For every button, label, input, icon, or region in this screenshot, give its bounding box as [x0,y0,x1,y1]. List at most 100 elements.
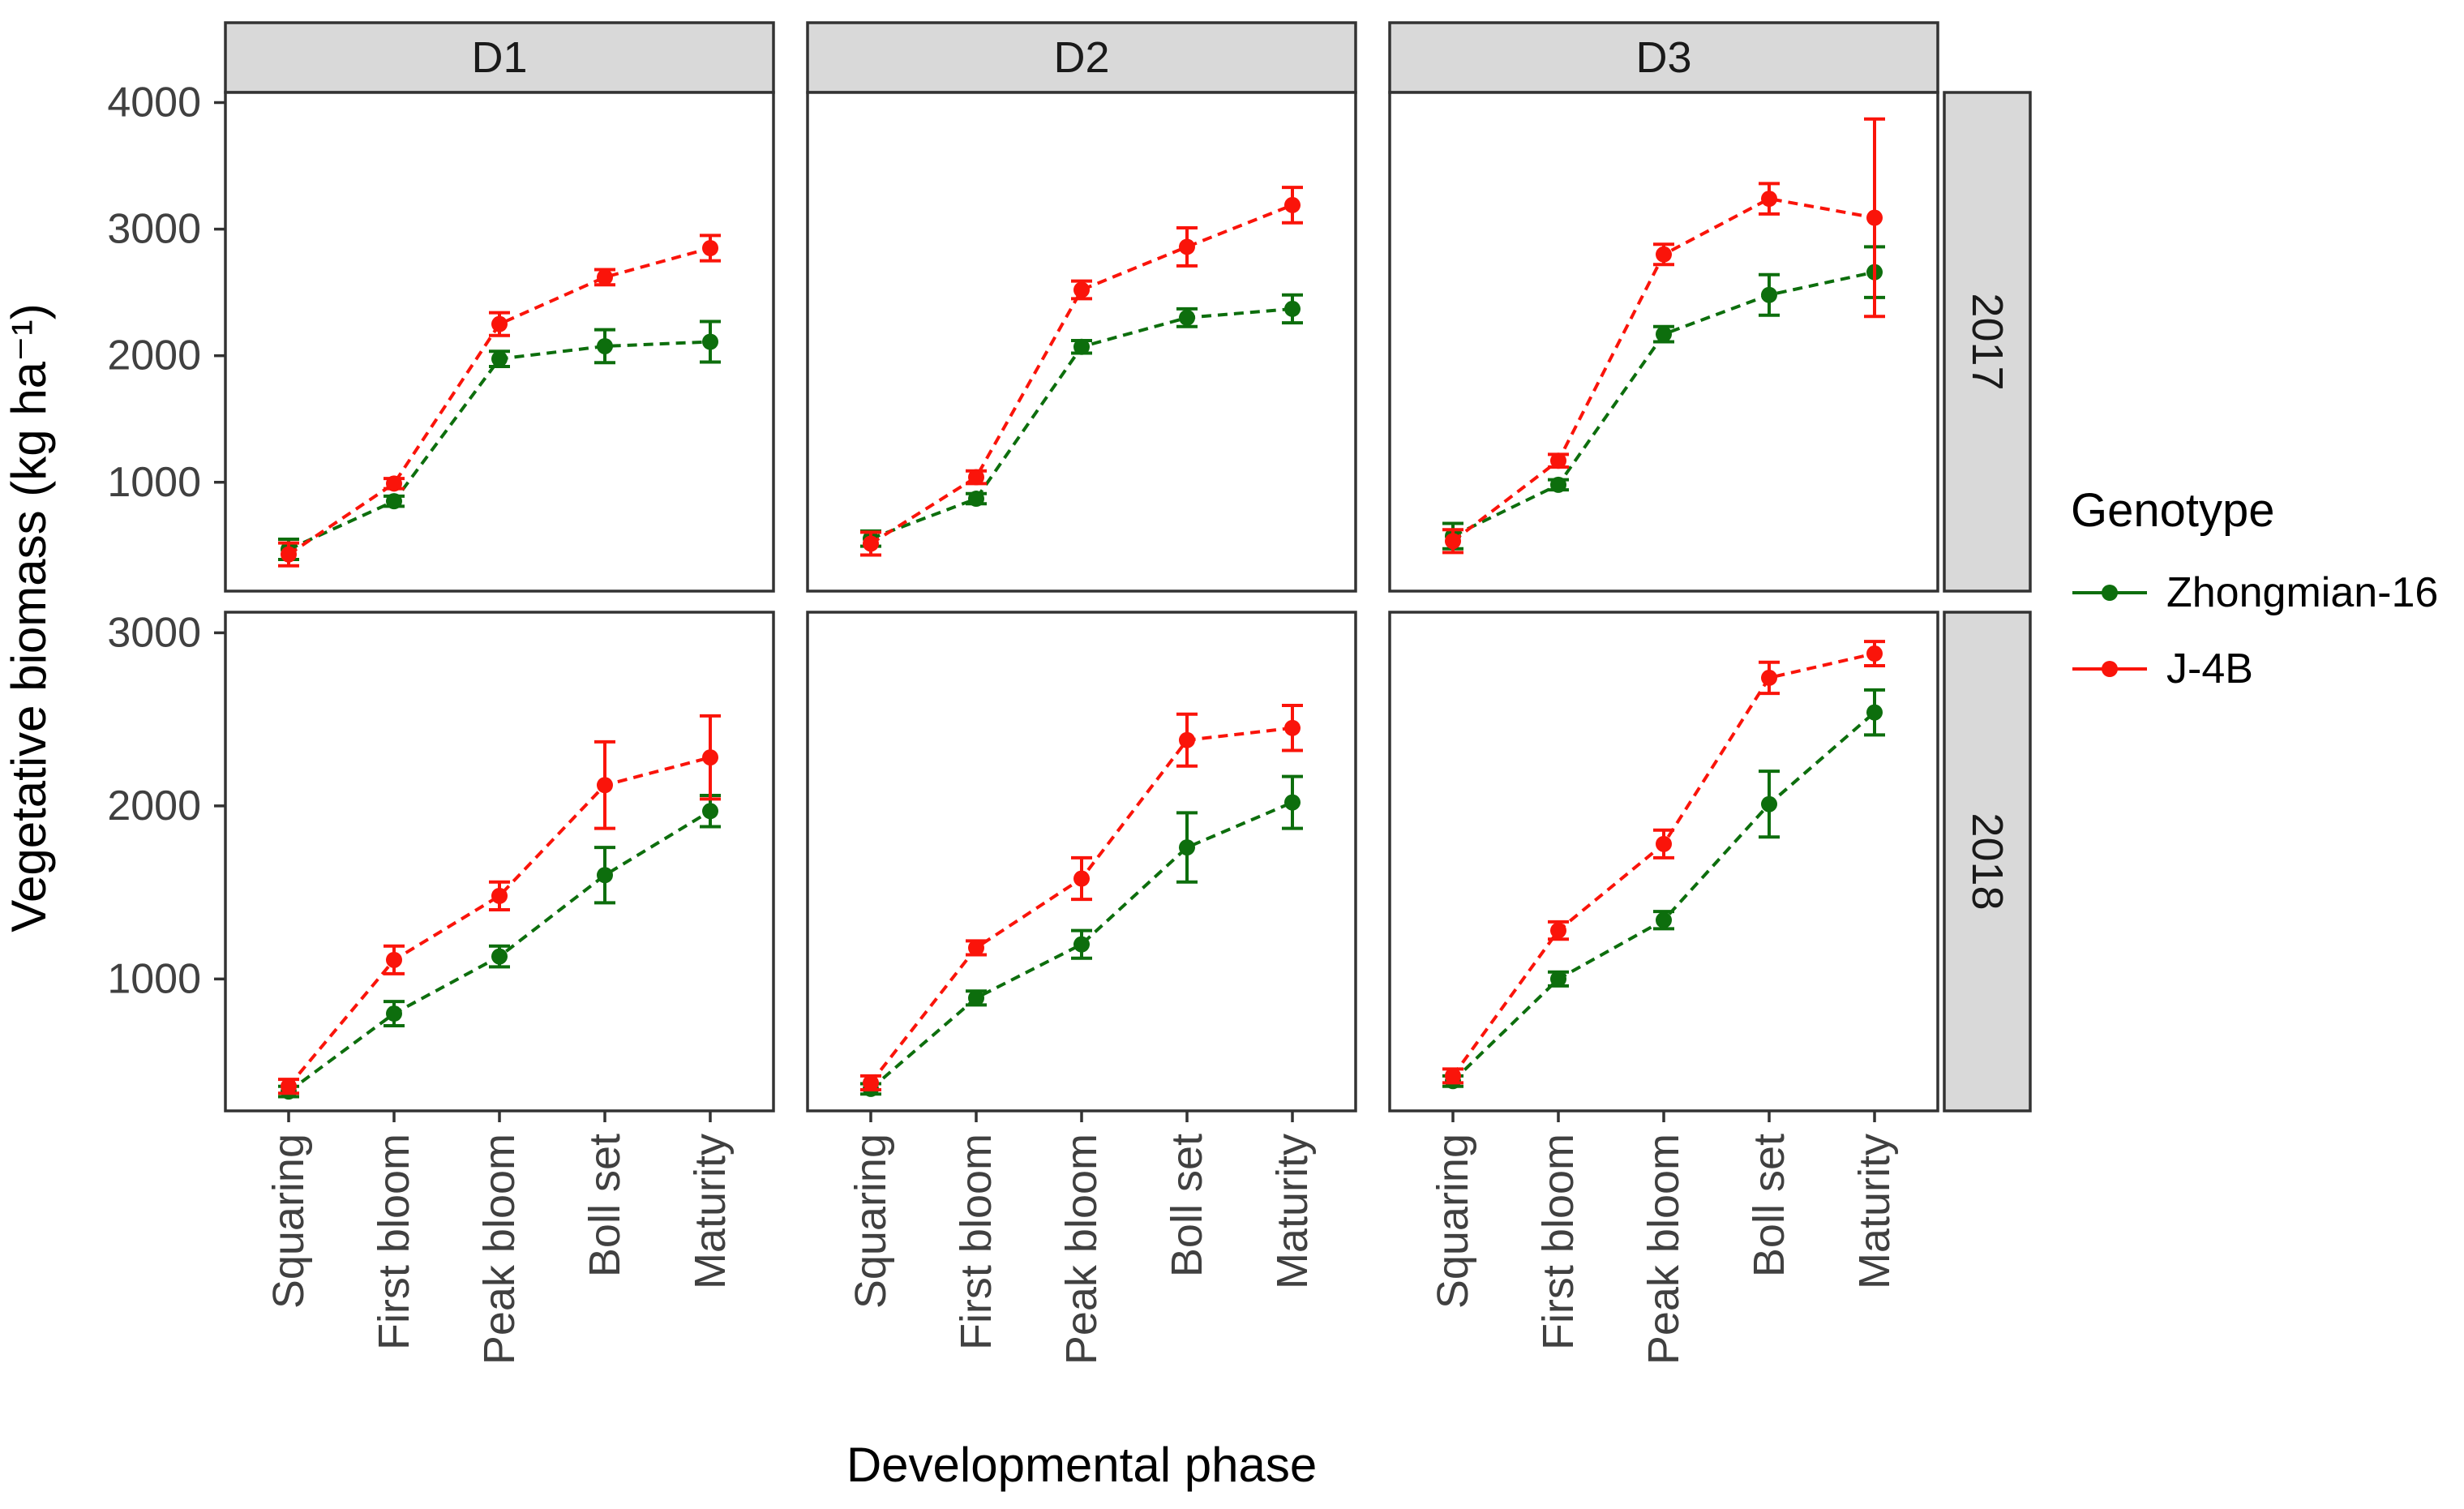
data-point-J-4B [1761,669,1777,686]
data-point-Zhongmian-16 [1550,476,1566,493]
x-tick-label: Squaring [264,1134,313,1309]
panel-border-D2-2018 [806,611,1357,1112]
facet-strip-label-2017: 2017 [1963,293,2012,390]
data-point-J-4B [1073,870,1090,887]
data-point-J-4B [1445,533,1461,550]
panel-border-D2-2017 [806,91,1357,593]
data-point-J-4B [1179,731,1195,748]
panel-border-D3-2017 [1388,91,1939,593]
legend-label: J-4B [2166,645,2253,692]
legend-items: Zhongmian-16 J-4B [2071,568,2438,693]
y-tick-label: 3000 [107,206,201,253]
data-point-J-4B [281,1078,297,1095]
x-tick-label: Maturity [1268,1134,1317,1289]
x-tick-label: First bloom [370,1134,418,1350]
data-point-Zhongmian-16 [1073,338,1090,355]
panel-D1-2017 [278,234,721,568]
x-axis-title: Developmental phase [846,1438,1318,1492]
data-point-J-4B [863,535,879,552]
data-point-J-4B [1284,196,1301,213]
data-point-Zhongmian-16 [1179,309,1195,326]
series-line-J-4B [869,204,1293,546]
data-point-Zhongmian-16 [597,867,613,884]
data-point-J-4B [491,887,508,904]
data-point-Zhongmian-16 [1284,794,1301,811]
data-point-J-4B [968,469,984,486]
data-point-J-4B [281,546,297,563]
y-tick-label: 1000 [107,955,201,1002]
x-tick-label: Squaring [1429,1134,1477,1309]
panel-border-D1-2017 [224,91,775,593]
panel-background-D1-2017 [225,92,773,591]
facet-strip-2017 [1943,91,2032,593]
panel-background-D1-2018 [225,612,773,1111]
x-tick-label: Squaring [846,1134,895,1309]
x-tick-label: First bloom [952,1134,1001,1350]
y-axis-title: Vegetative biomass (kg ha⁻¹) [2,303,56,932]
series-line-J-4B [287,756,711,1087]
x-tick-label: Boll set [1163,1134,1211,1277]
data-point-J-4B [968,939,984,956]
panel-border-D1-2018 [224,611,775,1112]
series-line-Zhongmian-16 [869,800,1293,1091]
data-point-Zhongmian-16 [1656,911,1672,928]
panel-D3-2018 [1442,640,1885,1090]
facet-strip-D2 [806,21,1357,94]
data-point-J-4B [597,777,613,794]
data-point-Zhongmian-16 [702,803,718,820]
data-point-J-4B [1761,191,1777,208]
data-point-J-4B [702,239,718,256]
data-point-J-4B [1866,645,1883,662]
data-point-Zhongmian-16 [1550,971,1566,988]
panel-D1-2018 [278,714,721,1100]
legend-item-J-4B: J-4B [2071,645,2438,693]
facet-strip-label-2018: 2018 [1963,812,2012,910]
data-point-J-4B [1284,719,1301,736]
y-tick-label: 2000 [107,782,201,830]
legend-label: Zhongmian-16 [2166,569,2439,616]
x-tick-label: Boll set [581,1134,629,1277]
x-tick-label: Peak bloom [1639,1134,1688,1365]
data-point-Zhongmian-16 [1284,300,1301,317]
x-tick-label: Peak bloom [475,1134,524,1365]
data-point-Zhongmian-16 [1761,286,1777,303]
x-tick-label: Maturity [1850,1134,1899,1289]
x-tick-label: Maturity [686,1134,735,1289]
data-point-Zhongmian-16 [1073,936,1090,953]
y-tick-label: 1000 [107,459,201,506]
legend-item-Zhongmian-16: Zhongmian-16 [2071,568,2438,617]
data-point-Zhongmian-16 [1179,839,1195,856]
facet-strip-2018 [1943,611,2032,1112]
data-point-Zhongmian-16 [968,989,984,1006]
data-point-J-4B [1656,835,1672,852]
y-tick-label: 3000 [107,609,201,656]
data-point-J-4B [1179,238,1195,255]
data-point-J-4B [597,268,613,285]
y-tick-label: 4000 [107,79,201,126]
facet-strip-label-D1: D1 [471,33,527,82]
series-line-J-4B [287,246,711,556]
data-point-Zhongmian-16 [386,1005,402,1022]
panel-border-D3-2018 [1388,611,1939,1112]
data-point-J-4B [491,315,508,332]
legend: Genotype Zhongmian-16 J-4B [2071,483,2438,721]
data-point-Zhongmian-16 [386,493,402,510]
legend-key-icon [2072,585,2147,601]
data-point-J-4B [702,749,718,766]
data-point-Zhongmian-16 [702,333,718,350]
panel-D2-2018 [860,704,1303,1097]
y-tick-label: 2000 [107,332,201,379]
panel-D2-2017 [860,186,1303,557]
x-tick-label: First bloom [1534,1134,1583,1350]
legend-key-icon [2072,661,2147,677]
data-point-J-4B [863,1074,879,1091]
data-point-Zhongmian-16 [491,350,508,367]
panel-D3-2017 [1442,117,1885,555]
data-point-J-4B [1656,246,1672,263]
panel-background-D3-2018 [1390,612,1938,1111]
data-point-J-4B [1550,452,1566,469]
data-point-Zhongmian-16 [1656,326,1672,343]
data-point-Zhongmian-16 [597,337,613,354]
legend-title: Genotype [2071,484,2275,537]
